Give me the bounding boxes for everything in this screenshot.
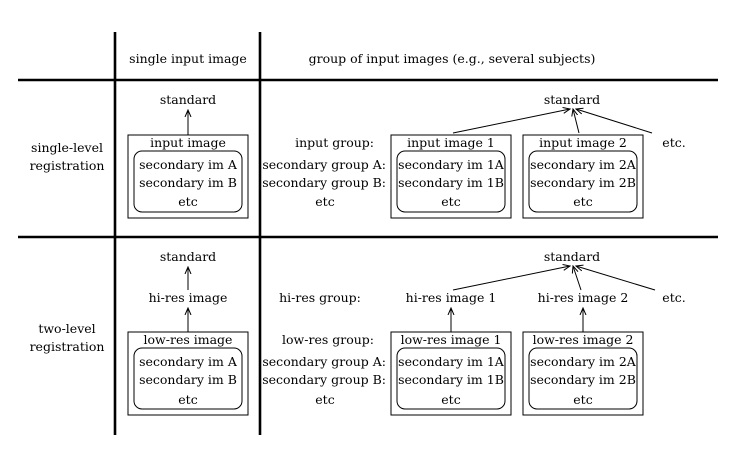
row-label-single-level: single-level	[31, 140, 103, 155]
sl-single-standard: standard	[160, 92, 216, 107]
sl-box2-inner	[528, 150, 638, 213]
sl-box2-title: input image 2	[539, 135, 627, 150]
tl-box2-line1: secondary im 2A	[530, 354, 637, 369]
tl-single-line1: secondary im A	[139, 354, 238, 369]
sl-box1-line3: etc	[441, 194, 460, 209]
tl-label-secondary-a: secondary group A:	[262, 354, 386, 369]
sl-group-arrow2	[573, 109, 580, 134]
header-single-input: single input image	[129, 51, 247, 66]
sl-etc-top: etc.	[662, 135, 685, 150]
sl-box2	[522, 134, 644, 219]
tl-box2-inner	[528, 347, 638, 410]
sl-single-line3: etc	[178, 194, 197, 209]
tl-group-arrow2	[573, 266, 582, 291]
tl-box1-line3: etc	[441, 392, 460, 407]
sl-single-line1: secondary im A	[139, 157, 238, 172]
tl-single-standard: standard	[160, 249, 216, 264]
sl-group-arrow1	[452, 109, 570, 134]
tl-box2-line2: secondary im 2B	[530, 372, 636, 387]
tl-single-line2: secondary im B	[139, 372, 237, 387]
tl-group-arrow3	[576, 266, 656, 291]
tl-label-lowres-group: low-res group:	[282, 332, 374, 347]
tl-hires2: hi-res image 2	[538, 290, 629, 305]
sl-box2-line2: secondary im 2B	[530, 175, 636, 190]
sl-single-box	[127, 134, 249, 219]
tl-single-box	[127, 331, 249, 416]
tl-box2-line3: etc	[573, 392, 592, 407]
tl-label-hires-group: hi-res group:	[279, 290, 361, 305]
sl-label-secondary-a: secondary group A:	[262, 157, 386, 172]
sl-box1-line2: secondary im 1B	[398, 175, 504, 190]
sl-label-etc: etc	[315, 194, 334, 209]
tl-single-line3: etc	[178, 392, 197, 407]
tl-single-box-title: low-res image	[144, 332, 233, 347]
sl-single-line2: secondary im B	[139, 175, 237, 190]
tl-label-etc: etc	[315, 392, 334, 407]
sl-box2-line3: etc	[573, 194, 592, 209]
row-label-two-level-2: registration	[30, 339, 105, 354]
tl-box2-title: low-res image 2	[533, 332, 634, 347]
sl-box1-title: input image 1	[407, 135, 495, 150]
sl-box2-line1: secondary im 2A	[530, 157, 637, 172]
tl-box1	[390, 331, 512, 416]
tl-label-secondary-b: secondary group B:	[262, 372, 386, 387]
tl-box1-title: low-res image 1	[401, 332, 502, 347]
tl-single-hires: hi-res image	[149, 290, 228, 305]
sl-group-arrow3	[576, 109, 653, 134]
tl-etc-top: etc.	[662, 290, 685, 305]
header-group-input: group of input images (e.g., several sub…	[309, 51, 596, 66]
sl-box1-line1: secondary im 1A	[398, 157, 505, 172]
tl-box1-line2: secondary im 1B	[398, 372, 504, 387]
sl-box1-inner	[396, 150, 506, 213]
sl-label-secondary-b: secondary group B:	[262, 175, 386, 190]
tl-group-arrow1	[452, 266, 570, 291]
tl-hires1: hi-res image 1	[406, 290, 497, 305]
sl-single-inner	[133, 150, 243, 213]
tl-group-standard: standard	[544, 249, 600, 264]
row-label-single-level-2: registration	[30, 158, 105, 173]
tl-single-inner	[133, 347, 243, 410]
sl-box1	[390, 134, 512, 219]
row-label-two-level: two-level	[38, 321, 95, 336]
sl-single-box-title: input image	[150, 135, 226, 150]
tl-box1-inner	[396, 347, 506, 410]
sl-label-input-group: input group:	[295, 135, 374, 150]
tl-box2	[522, 331, 644, 416]
tl-box1-line1: secondary im 1A	[398, 354, 505, 369]
sl-group-standard: standard	[544, 92, 600, 107]
